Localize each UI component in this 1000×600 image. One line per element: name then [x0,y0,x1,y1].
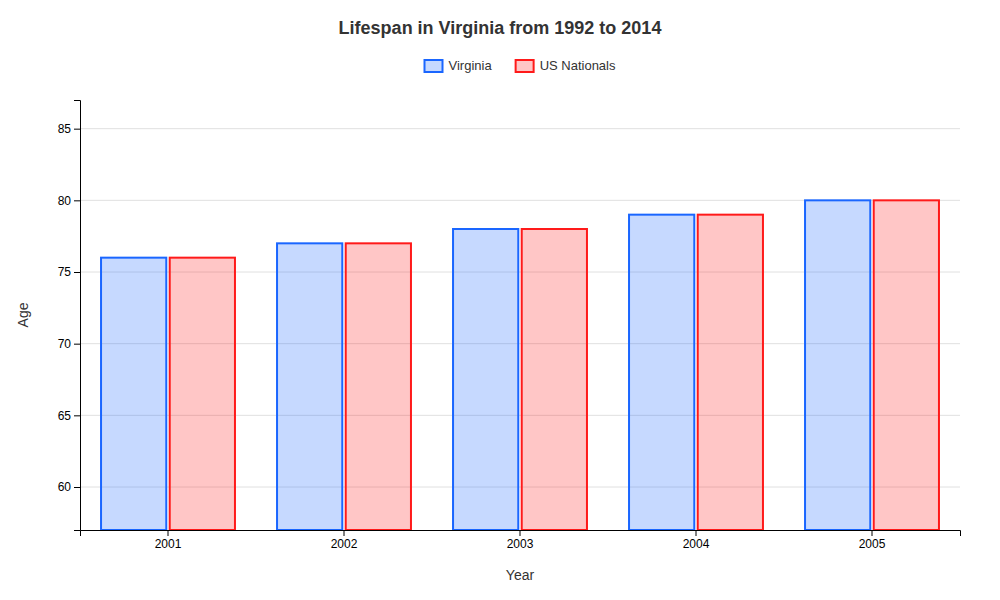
y-tick-mark [74,487,80,488]
legend-item: US Nationals [516,58,616,73]
grid-line [80,128,960,129]
title: Lifespan in Virginia from 1992 to 2014 [339,18,662,38]
y-tick-mark [74,415,80,416]
bar-series [101,200,870,530]
y-tick: 70 [58,337,80,351]
bar [170,258,235,530]
y-axis: 60 65 70 75 80 85 [58,101,81,531]
y-tick-label: 65 [58,409,72,423]
y-tick-mark [74,129,80,130]
bar [101,258,166,530]
x-tick-mark [344,530,345,536]
bar [874,200,939,530]
y-tick: 75 [58,265,80,279]
chart: 2001 2002 2003 2004 2005 60 65 70 75 80 85 Year Age L… [0,0,1000,600]
legend-swatch [516,60,534,72]
x-tick: 2001 [155,530,182,551]
x-tick-mark [872,530,873,536]
y-tick-label: 60 [58,480,72,494]
x-axis-line [81,531,961,537]
y-tick: 60 [58,480,80,494]
bar [629,215,694,530]
y-axis-line [74,101,81,531]
bar [805,200,870,530]
x-tick-label: 2001 [155,537,182,551]
x-axis: 2001 2002 2003 2004 2005 [81,530,961,551]
bar [698,215,763,530]
y-tick-mark [74,344,80,345]
x-axis-title: Year [506,567,535,583]
x-tick: 2005 [859,530,886,551]
y-tick-label: 75 [58,265,72,279]
x-tick: 2002 [331,530,358,551]
y-tick-label: 85 [58,122,72,136]
legend-item: Virginia [425,58,493,73]
legend-swatch [425,60,443,72]
legend-label: US Nationals [540,58,616,73]
bar [453,229,518,530]
bar [522,229,587,530]
y-tick: 85 [58,122,80,136]
y-tick-label: 70 [58,337,72,351]
x-tick-mark [520,530,521,536]
y-tick: 80 [58,194,80,208]
bars [101,200,939,530]
y-axis-title: Age [15,302,31,327]
x-tick-mark [696,530,697,536]
legend-label: Virginia [449,58,493,73]
bar [346,243,411,530]
y-tick-label: 80 [58,194,72,208]
bar-series [170,200,939,530]
x-tick-label: 2003 [507,537,534,551]
bar [277,243,342,530]
y-tick: 65 [58,409,80,423]
plot: 2001 2002 2003 2004 2005 60 65 70 75 80 85 [58,101,961,551]
x-tick-label: 2002 [331,537,358,551]
x-tick: 2003 [507,530,534,551]
x-tick: 2004 [683,530,710,551]
x-tick-label: 2005 [859,537,886,551]
legend: Virginia US Nationals [425,58,616,73]
y-tick-mark [74,200,80,201]
y-tick-mark [74,272,80,273]
x-tick-label: 2004 [683,537,710,551]
x-tick-mark [168,530,169,536]
